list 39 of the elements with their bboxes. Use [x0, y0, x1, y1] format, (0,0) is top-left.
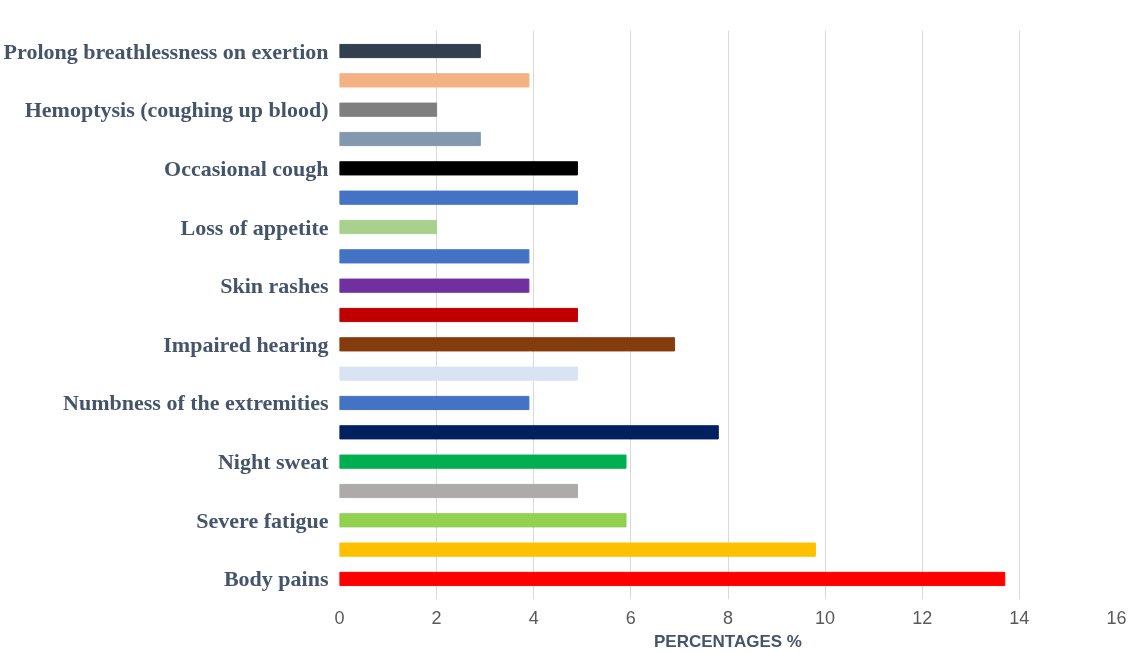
bar: [339, 571, 1006, 587]
y-tick-label: Hemoptysis (coughing up blood): [24, 97, 329, 123]
x-tick-label: 10: [815, 607, 836, 628]
y-tick-label: Loss of appetite: [180, 214, 329, 240]
x-tick-label: 4: [528, 607, 539, 628]
y-tick-label: Severe fatigue: [196, 507, 329, 533]
bar: [339, 395, 530, 411]
bar: [339, 278, 530, 293]
bar: [339, 131, 481, 147]
bar: [339, 73, 530, 88]
x-tick-label: 16: [1106, 607, 1127, 628]
bar: [339, 307, 578, 323]
bar: [339, 454, 627, 469]
x-tick-label: 14: [1009, 607, 1030, 628]
x-tick-label: 2: [431, 607, 442, 628]
bar: [339, 43, 481, 59]
x-tick-label: 12: [912, 607, 933, 628]
bar: [339, 190, 578, 205]
bar: [339, 102, 438, 117]
bar: [339, 249, 530, 264]
y-tick-label: Night sweat: [217, 449, 330, 475]
bar: [339, 219, 438, 235]
bar: [339, 483, 578, 499]
x-axis-title: PERCENTAGES %: [654, 631, 803, 651]
bar: [339, 366, 578, 381]
bar: [339, 513, 627, 528]
bar: [339, 337, 676, 352]
y-tick-label: Skin rashes: [220, 273, 329, 299]
x-tick-label: 6: [625, 607, 636, 628]
x-tick-label: 0: [334, 607, 345, 628]
bar: [339, 542, 816, 557]
bar: [339, 161, 578, 176]
y-tick-label: Body pains: [223, 566, 329, 592]
y-tick-label: Prolong breathlessness on exertion: [3, 38, 329, 64]
y-tick-label: Numbness of the extremities: [63, 390, 329, 416]
bar: [339, 425, 719, 440]
y-tick-label: Impaired hearing: [163, 331, 329, 357]
x-tick-label: 8: [722, 607, 734, 628]
y-tick-label: Occasional cough: [164, 155, 329, 181]
